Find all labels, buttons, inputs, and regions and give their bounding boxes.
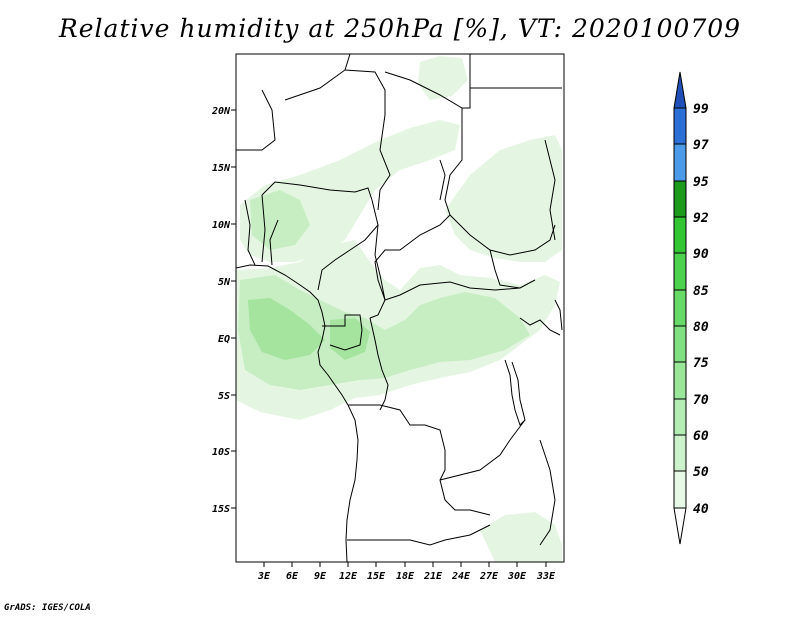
axis-ticks [231,109,547,567]
colorbar-label: 92 [693,211,709,226]
lat-label: 15N [212,163,231,174]
colorbar-label: 40 [693,502,709,517]
colorbar-segment [673,252,687,291]
border-congo-drc [369,317,389,411]
humidity-shading [236,56,562,562]
border-east-sahara [439,159,446,201]
lon-label: 27E [479,571,499,582]
lon-label: 30E [507,571,527,582]
colorbar-segment [673,361,687,400]
colorbar-segment [673,434,687,472]
colorbar: 99 97 95 92 90 85 80 75 70 60 50 40 [673,71,709,545]
lat-label: 5S [218,391,230,402]
humidity-area-strong [248,298,325,360]
lat-label: 5N [218,277,231,288]
border-zambia [439,419,526,481]
border-west-small [244,199,256,266]
colorbar-label: 80 [693,320,709,335]
colorbar-label: 75 [693,356,709,371]
colorbar-segment [673,216,687,254]
lat-label: 10S [212,447,230,458]
border-libya [384,54,471,109]
border-cameroon-car [369,224,386,319]
coastline-gulf-of-guinea [236,264,359,562]
humidity-area-north [418,56,468,100]
border-sudan-ethiopia [544,139,556,241]
country-borders [236,54,563,562]
colorbar-segment [673,180,687,218]
border-chad [374,108,463,301]
colorbar-label: 95 [693,175,709,190]
lon-label: 3E [257,571,271,582]
lon-label: 33E [536,571,556,582]
colorbar-segment [673,107,687,145]
humidity-area-east [445,135,562,262]
border-drc-angola [348,404,491,516]
colorbar-top-arrow [673,71,687,109]
border-angola-namibia [347,524,491,546]
border-sahara-1 [236,89,276,151]
humidity-area-southeast [480,512,562,562]
colorbar-segment [673,289,687,327]
colorbar-segment [673,143,687,182]
border-southsudan-east [489,249,521,289]
colorbar-label: 50 [693,465,709,480]
border-mozambique [539,439,556,546]
colorbar-bottom-arrow [673,507,687,545]
lon-label: 18E [396,571,415,582]
colorbar-label: 85 [693,284,709,299]
border-gabon [322,314,363,351]
lon-label: 6E [286,571,299,582]
border-lakes [504,359,526,426]
colorbar-label: 99 [693,102,709,117]
lat-label: 20N [211,106,231,117]
lon-label: 24E [451,571,471,582]
colorbar-label: 70 [693,393,709,408]
longitude-labels: 3E 6E 9E 12E 15E 18E 21E 24E 27E 30E 33E [257,571,556,582]
border-niger-nigeria [261,181,373,201]
grads-credit: GrADS: IGES/COLA [4,603,91,613]
colorbar-label: 97 [693,138,709,153]
humidity-area-core [238,275,530,390]
border-uganda-kenya [519,317,561,336]
border-sudan-southsudan [449,214,556,256]
lat-label: 10N [212,220,231,231]
border-car-drc [384,279,536,301]
coastline-east [554,299,563,331]
colorbar-segment [673,470,687,509]
colorbar-label: 60 [693,429,709,444]
colorbar-label: 90 [693,247,709,262]
lon-label: 12E [339,571,358,582]
border-west-small-3 [269,219,279,266]
map-frame [235,53,565,563]
humidity-area-strong-east [330,318,370,360]
lat-label: EQ [218,334,230,345]
border-west-small-2 [261,194,266,263]
lat-label: 15S [212,504,230,515]
lon-label: 9E [314,571,327,582]
lon-label: 21E [423,571,443,582]
latitude-labels: 20N 15N 10N 5N EQ 5S 10S 15S [211,106,231,515]
colorbar-segment [673,325,687,363]
border-sahara-3 [344,69,391,211]
border-sahara-2 [284,54,351,101]
map-title: Relative humidity at 250hPa [%], VT: 202… [58,14,742,43]
lon-label: 15E [367,571,386,582]
colorbar-segment [673,398,687,436]
